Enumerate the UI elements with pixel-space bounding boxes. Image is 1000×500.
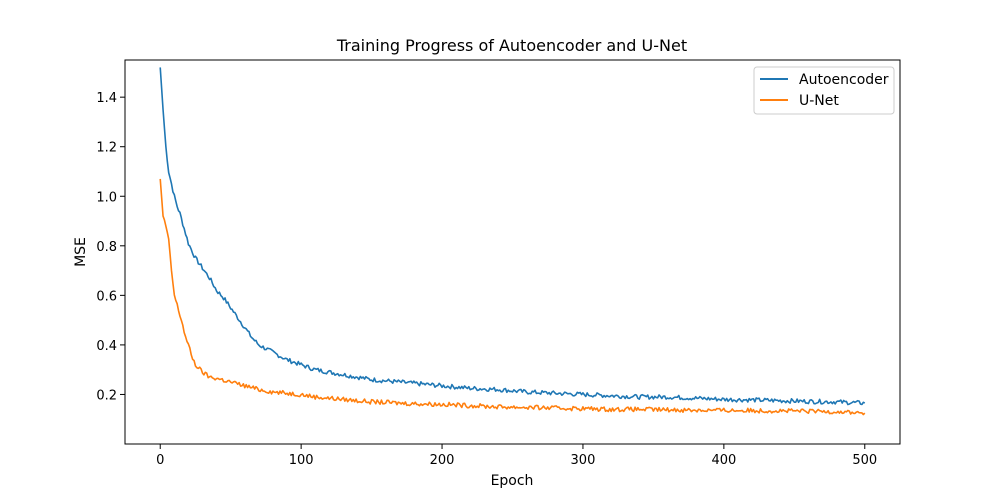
plot-area [159,67,866,416]
y-tick-label: 1.0 [96,190,117,205]
legend-label-unet: U-Net [799,93,839,109]
x-tick-label: 100 [289,453,314,468]
series-line-autoencoder [159,67,866,406]
y-tick-label: 1.4 [96,91,117,106]
y-tick-label: 1.2 [96,141,117,156]
y-tick-label: 0.2 [96,388,117,403]
legend: Autoencoder U-Net [753,66,895,115]
x-tick-label: 500 [852,453,877,468]
legend-label-autoencoder: Autoencoder [799,72,889,88]
plot-frame [124,59,901,445]
x-tick-label: 200 [430,453,455,468]
x-axis-label: Epoch [491,473,534,489]
x-tick-label: 300 [571,453,596,468]
y-tick-label: 0.8 [96,240,117,255]
legend-box [753,66,895,115]
y-tick-label: 0.4 [96,339,117,354]
y-axis-label: MSE [73,237,89,267]
series-line-u-net [159,178,866,416]
x-tick-label: 0 [156,453,164,468]
x-tick-label: 400 [711,453,736,468]
chart-title: Training Progress of Autoencoder and U-N… [336,36,687,55]
y-tick-label: 0.6 [96,289,117,304]
